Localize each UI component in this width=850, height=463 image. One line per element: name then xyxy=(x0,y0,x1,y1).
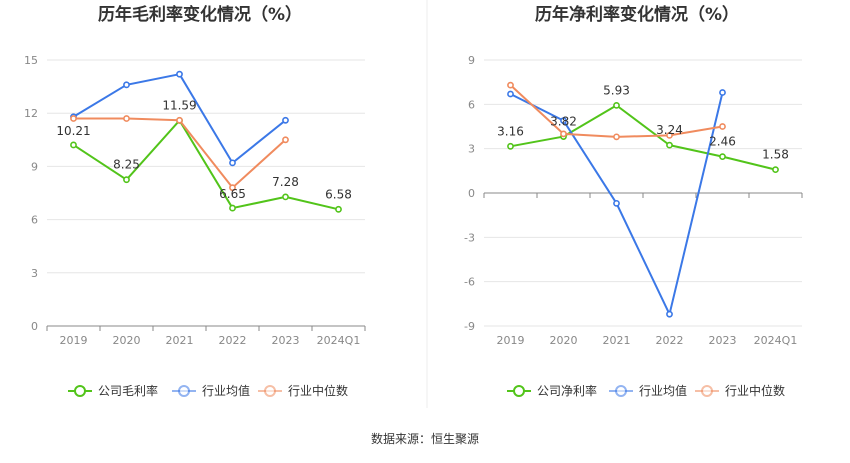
y-tick-label: 6 xyxy=(468,98,475,111)
data-point xyxy=(70,141,77,149)
data-label: 2.46 xyxy=(709,135,736,149)
x-tick-label: 2022 xyxy=(656,334,684,347)
legend-marker xyxy=(264,385,276,397)
y-tick-label: 9 xyxy=(468,54,475,67)
data-point xyxy=(282,116,289,124)
y-tick-label: 15 xyxy=(24,54,38,67)
data-point xyxy=(560,117,567,124)
chart-title: 历年毛利率变化情况（%） xyxy=(98,4,302,25)
data-label: 1.58 xyxy=(762,148,789,162)
chart-title: 历年净利率变化情况（%） xyxy=(535,4,739,25)
y-tick-label: 6 xyxy=(31,214,38,227)
data-point xyxy=(70,115,77,122)
y-tick-label: -3 xyxy=(464,231,475,244)
series-line xyxy=(73,117,287,189)
data-point xyxy=(229,204,236,212)
data-point xyxy=(176,70,183,78)
y-tick-label: 0 xyxy=(468,187,475,200)
data-label: 10.21 xyxy=(56,124,90,138)
data-point xyxy=(229,184,236,192)
x-tick-label: 2019 xyxy=(60,334,88,347)
series-line xyxy=(510,104,776,171)
data-point xyxy=(613,199,620,207)
series-layer xyxy=(507,81,779,318)
gross-margin-chart: 历年毛利率变化情况（%） 0 3 6 9 12 15 2019 2020 2021 2022 202… xyxy=(24,4,366,398)
y-tick-label: 12 xyxy=(24,107,38,120)
data-point xyxy=(507,142,514,150)
data-point xyxy=(613,133,620,141)
legend[interactable]: 公司毛利率 行业均值 行业中位数 xyxy=(68,383,348,398)
axes: 0 3 6 9 12 15 2019 2020 2021 2022 2023 2024Q1 xyxy=(24,54,366,347)
data-label: 3.16 xyxy=(497,124,524,138)
x-tick-label: 2023 xyxy=(709,334,737,347)
data-label: 5.93 xyxy=(603,83,630,97)
data-point xyxy=(176,116,183,124)
series-line xyxy=(72,119,339,211)
legend-marker xyxy=(615,385,627,397)
y-tick-label: 0 xyxy=(31,320,38,333)
data-point xyxy=(772,166,779,174)
legend-marker xyxy=(513,385,525,397)
x-tick-label: 2023 xyxy=(272,334,300,347)
x-tick-label: 2024Q1 xyxy=(317,334,361,347)
series-layer xyxy=(70,70,342,213)
data-label: 6.58 xyxy=(325,187,352,201)
data-point xyxy=(282,136,289,144)
data-point xyxy=(613,101,620,109)
legend-marker xyxy=(701,385,713,397)
legend-label: 公司净利率 xyxy=(537,383,597,398)
data-point xyxy=(507,81,514,89)
data-point xyxy=(507,90,514,98)
source-name: 恒生聚源 xyxy=(431,432,480,446)
data-point xyxy=(719,153,726,161)
x-tick-label: 2022 xyxy=(219,334,247,347)
data-label: 11.59 xyxy=(162,98,196,112)
data-label: 6.65 xyxy=(219,187,246,201)
legend-marker xyxy=(74,385,86,397)
x-tick-label: 2021 xyxy=(166,334,194,347)
data-label: 8.25 xyxy=(113,158,140,172)
data-point xyxy=(335,205,342,213)
data-point xyxy=(123,176,130,184)
legend-marker xyxy=(178,385,190,397)
x-tick-label: 2020 xyxy=(550,334,578,347)
data-point xyxy=(666,141,673,149)
legend-label: 行业中位数 xyxy=(725,383,785,398)
data-point xyxy=(719,89,726,96)
axes: -9 -6 -3 0 3 6 9 2019 2020 2021 2022 2023 2024Q1 xyxy=(464,54,803,347)
y-tick-label: -6 xyxy=(464,276,475,289)
net-margin-chart: 历年净利率变化情况（%） -9 -6 -3 0 3 6 9 2019 2020 2021 2022 2… xyxy=(464,4,803,398)
data-point xyxy=(719,123,726,130)
y-tick-label: 3 xyxy=(468,143,475,156)
data-label: 3.82 xyxy=(550,115,577,129)
legend-label: 行业均值 xyxy=(639,383,687,398)
data-labels: 3.16 3.82 5.93 3.24 2.46 1.58 xyxy=(497,83,789,161)
legend-label: 行业中位数 xyxy=(288,383,348,398)
data-point xyxy=(229,159,236,167)
data-labels: 10.21 8.25 11.59 6.65 7.28 6.58 xyxy=(56,98,352,201)
legend-label: 行业均值 xyxy=(202,383,250,398)
legend[interactable]: 公司净利率 行业均值 行业中位数 xyxy=(507,383,785,398)
source-note: 数据来源：恒生聚源 xyxy=(0,430,850,447)
legend-label: 公司毛利率 xyxy=(98,383,158,398)
data-point xyxy=(123,115,130,122)
data-label: 3.24 xyxy=(656,123,683,137)
x-tick-label: 2019 xyxy=(497,334,525,347)
gridlines xyxy=(47,59,365,327)
x-tick-label: 2024Q1 xyxy=(754,334,798,347)
y-tick-label: 3 xyxy=(31,267,38,280)
y-tick-label: -9 xyxy=(464,320,475,333)
data-point xyxy=(666,131,673,139)
x-tick-label: 2020 xyxy=(113,334,141,347)
y-tick-label: 9 xyxy=(31,160,38,173)
data-point xyxy=(560,130,567,138)
source-label: 数据来源： xyxy=(370,432,431,446)
data-label: 7.28 xyxy=(272,175,299,189)
x-tick-label: 2021 xyxy=(603,334,631,347)
data-point xyxy=(123,81,130,89)
data-point xyxy=(282,193,289,201)
data-point xyxy=(666,310,673,318)
